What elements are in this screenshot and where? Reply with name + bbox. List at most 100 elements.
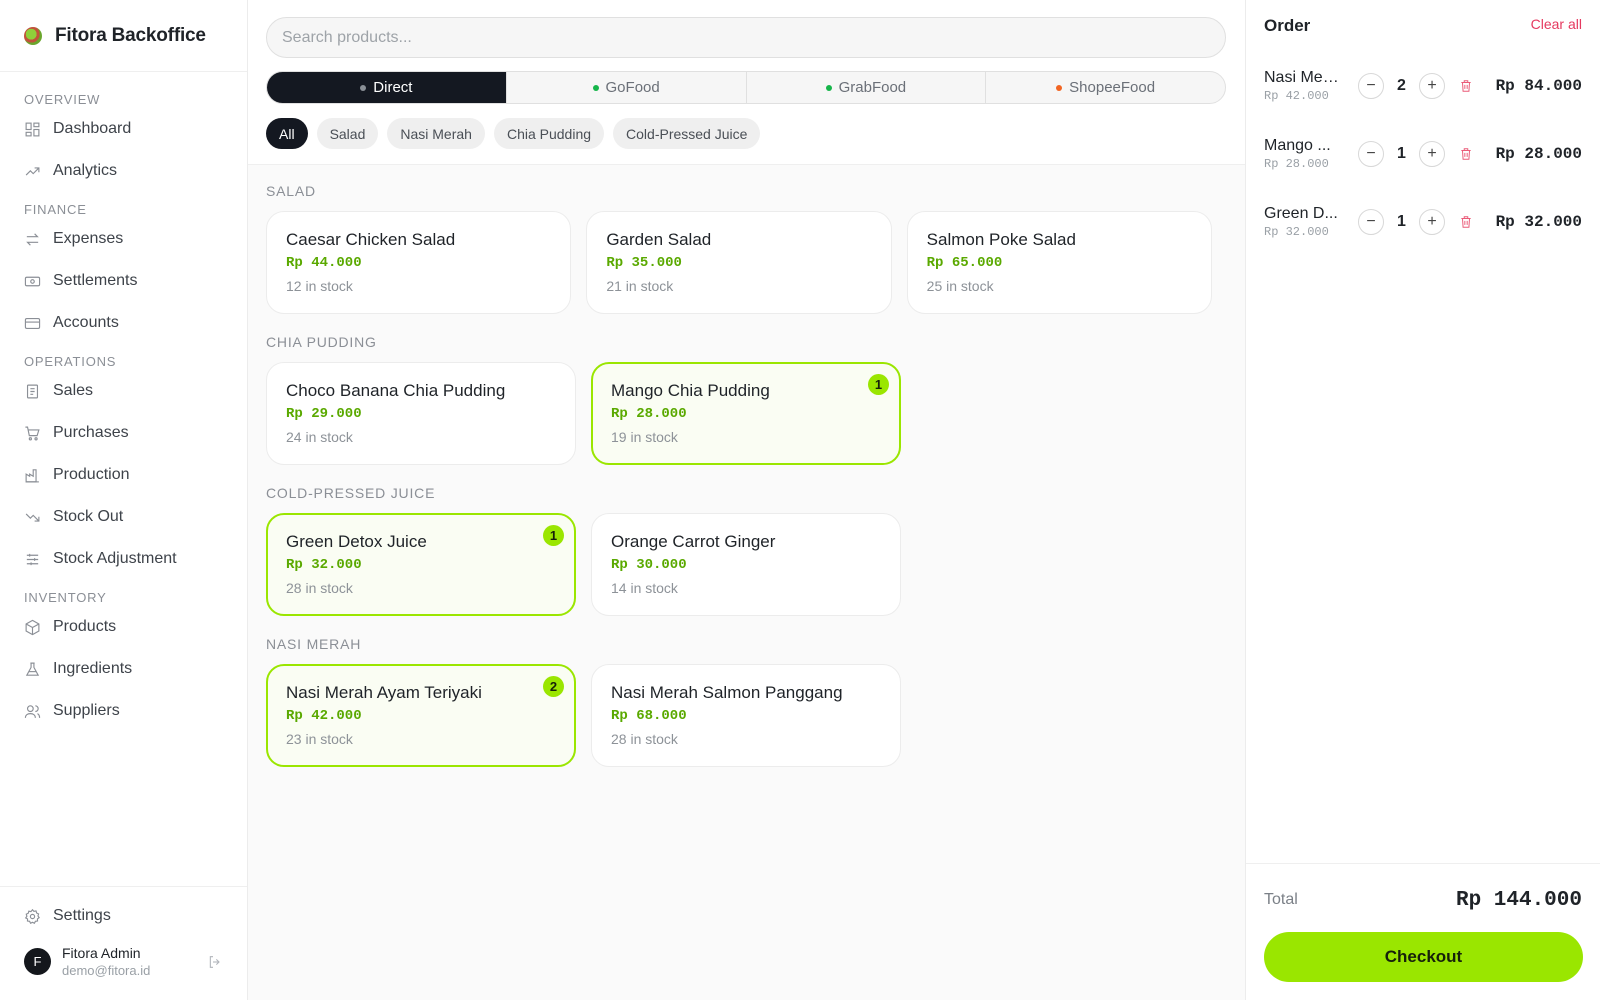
product-card[interactable]: Caesar Chicken Salad Rp 44.000 12 in stock — [266, 211, 572, 314]
search-input[interactable] — [266, 17, 1226, 58]
order-line: Green D... Rp 32.000 −1 + Rp 32.000 — [1246, 188, 1600, 256]
sidebar-item-ingredients[interactable]: Ingredients — [0, 648, 247, 690]
channel-tab-direct[interactable]: Direct — [267, 72, 506, 103]
trash-icon[interactable] — [1459, 79, 1473, 93]
filter-chip[interactable]: Cold-Pressed Juice — [613, 118, 761, 149]
sidebar-item-settings[interactable]: Settings — [0, 895, 247, 937]
sidebar-item-stock-adjustment[interactable]: Stock Adjustment — [0, 538, 247, 580]
product-name: Nasi Merah Salmon Panggang — [611, 683, 843, 702]
sidebar-item-accounts[interactable]: Accounts — [0, 302, 247, 344]
sidebar-item-label: Accounts — [53, 314, 119, 331]
trash-icon[interactable] — [1459, 215, 1473, 229]
trend-up-icon — [25, 166, 40, 175]
product-stock: 28 in stock — [611, 731, 678, 747]
category-title: SALAD — [266, 183, 316, 199]
product-card[interactable]: Nasi Merah Ayam Teriyaki Rp 42.000 23 in s… — [266, 664, 576, 767]
product-card[interactable]: Choco Banana Chia Pudding Rp 29.000 24 in … — [266, 362, 576, 465]
sidebar-item-dashboard[interactable]: Dashboard — [0, 108, 247, 150]
channel-tab-shopeefood[interactable]: ShopeeFood — [985, 72, 1225, 103]
category-filter: All Salad Nasi Merah Chia Pudding Cold-Press… — [266, 118, 1227, 149]
sidebar-item-analytics[interactable]: Analytics — [0, 150, 247, 192]
filter-chip[interactable]: All — [266, 118, 308, 149]
increase-qty-button[interactable]: + — [1419, 141, 1445, 167]
product-name: Garden Salad — [606, 230, 712, 249]
quantity-badge: 1 — [543, 525, 564, 546]
clear-all-button[interactable]: Clear all — [1530, 16, 1582, 32]
sidebar-item-label: Sales — [53, 382, 94, 399]
credit-card-icon — [24, 317, 41, 329]
filter-chip[interactable]: Chia Pudding — [493, 118, 605, 149]
product-name: Choco Banana Chia Pudding — [286, 381, 506, 400]
product-stock: 14 in stock — [611, 580, 678, 596]
catalog-toolbar: Direct GoFood GrabFood ShopeeFood All Salad N… — [248, 0, 1245, 165]
logout-icon[interactable] — [207, 954, 223, 970]
product-stock: 21 in stock — [606, 278, 674, 294]
status-dot-icon — [592, 84, 599, 91]
sidebar-item-purchases[interactable]: Purchases — [0, 412, 247, 454]
users-icon — [24, 704, 41, 718]
sidebar-item-label: Suppliers — [53, 702, 120, 719]
channel-selector: Direct GoFood GrabFood ShopeeFood — [266, 71, 1226, 104]
order-header: Order Clear all — [1246, 0, 1600, 52]
trash-icon[interactable] — [1459, 147, 1473, 161]
order-title: Order — [1264, 16, 1311, 35]
product-name: Green Detox Juice — [286, 532, 427, 551]
line-unit-price: Rp 28.000 — [1264, 157, 1329, 171]
avatar: F — [24, 948, 51, 975]
sidebar-item-label: Analytics — [53, 162, 118, 179]
line-quantity: 1 — [1397, 213, 1406, 230]
receipt-icon — [26, 384, 39, 398]
sidebar-item-products[interactable]: Products — [0, 606, 247, 648]
quantity-badge: 1 — [868, 374, 889, 395]
channel-tab-grabfood[interactable]: GrabFood — [745, 72, 986, 103]
decrease-qty-button[interactable]: − — [1358, 209, 1384, 235]
status-dot-icon — [360, 84, 367, 91]
sidebar-item-suppliers[interactable]: Suppliers — [0, 690, 247, 732]
sidebar-item-expenses[interactable]: Expenses — [0, 218, 247, 260]
user-profile[interactable]: F Fitora Admin demo@fitora.id — [0, 937, 247, 1000]
sidebar-item-stock-out[interactable]: Stock Out — [0, 496, 247, 538]
sidebar-item-settlements[interactable]: Settlements — [0, 260, 247, 302]
product-card[interactable]: Green Detox Juice Rp 32.000 28 in stock 1 — [266, 513, 576, 616]
product-grid: Caesar Chicken Salad Rp 44.000 12 in stock… — [266, 211, 1227, 314]
brand-name: Fitora Backoffice — [55, 24, 206, 46]
filter-chip[interactable]: Nasi Merah — [387, 118, 485, 149]
product-grid: Nasi Merah Ayam Teriyaki Rp 42.000 23 in s… — [266, 664, 1227, 767]
sidebar-item-label: Purchases — [53, 424, 129, 441]
gear-icon — [24, 908, 40, 924]
product-card[interactable]: Salmon Poke Salad Rp 65.000 25 in stock — [906, 211, 1212, 314]
channel-label: GoFood — [605, 79, 660, 96]
decrease-qty-button[interactable]: − — [1358, 73, 1384, 99]
pos-main: Direct GoFood GrabFood ShopeeFood All Salad N… — [248, 0, 1245, 1000]
product-card[interactable]: Mango Chia Pudding Rp 28.000 19 in stock 1 — [591, 362, 901, 465]
filter-chip[interactable]: Salad — [316, 118, 379, 149]
product-name: Orange Carrot Ginger — [611, 532, 776, 551]
order-footer: Total Rp 144.000 Checkout — [1246, 863, 1600, 1000]
nav-section-title: INVENTORY — [24, 590, 107, 605]
product-name: Nasi Merah Ayam Teriyaki — [286, 683, 482, 702]
status-dot-icon — [1056, 84, 1063, 91]
sidebar-item-production[interactable]: Production — [0, 454, 247, 496]
nav-section-title: OVERVIEW — [24, 92, 101, 107]
product-price: Rp 42.000 — [286, 708, 362, 724]
increase-qty-button[interactable]: + — [1419, 73, 1445, 99]
increase-qty-button[interactable]: + — [1419, 209, 1445, 235]
channel-tab-gofood[interactable]: GoFood — [505, 72, 746, 103]
product-card[interactable]: Nasi Merah Salmon Panggang Rp 68.000 28 in… — [591, 664, 901, 767]
total-label: Total — [1264, 891, 1298, 908]
status-dot-icon — [825, 84, 832, 91]
user-email: demo@fitora.id — [62, 963, 151, 978]
product-card[interactable]: Garden Salad Rp 35.000 21 in stock — [586, 211, 892, 314]
product-price: Rp 44.000 — [286, 255, 362, 271]
sidebar-item-label: Dashboard — [53, 120, 132, 137]
decrease-qty-button[interactable]: − — [1358, 141, 1384, 167]
brand[interactable]: Fitora Backoffice — [0, 0, 247, 72]
quantity-badge: 2 — [543, 676, 564, 697]
line-info: Mango ... Rp 28.000 — [1264, 137, 1340, 171]
sidebar-item-sales[interactable]: Sales — [0, 370, 247, 412]
product-card[interactable]: Orange Carrot Ginger Rp 30.000 14 in stock — [591, 513, 901, 616]
checkout-button[interactable]: Checkout — [1264, 932, 1583, 982]
product-stock: 19 in stock — [611, 429, 678, 445]
product-name: Salmon Poke Salad — [926, 230, 1076, 249]
channel-label: GrabFood — [838, 79, 907, 96]
